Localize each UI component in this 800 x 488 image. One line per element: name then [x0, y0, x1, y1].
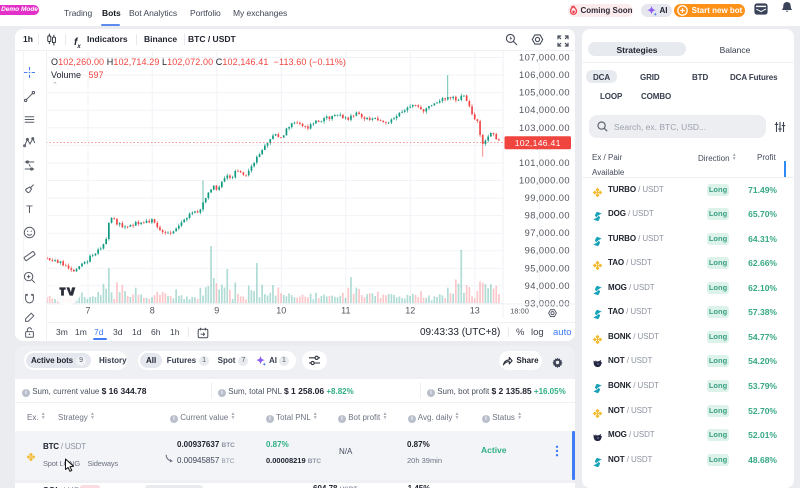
- svg-text:103,000.00: 103,000.00: [519, 123, 570, 133]
- svg-text:100,000.00: 100,000.00: [519, 176, 570, 186]
- svg-text:18:00: 18:00: [510, 307, 529, 316]
- svg-text:13: 13: [470, 306, 480, 316]
- svg-text:97,000.00: 97,000.00: [525, 228, 570, 238]
- svg-text:8: 8: [150, 306, 155, 316]
- svg-text:101,000.00: 101,000.00: [519, 158, 570, 168]
- svg-text:98,000.00: 98,000.00: [525, 211, 570, 221]
- svg-text:93,000.00: 93,000.00: [525, 298, 570, 308]
- svg-text:105,000.00: 105,000.00: [519, 88, 570, 98]
- svg-text:96,000.00: 96,000.00: [525, 246, 570, 256]
- svg-text:107,000.00: 107,000.00: [519, 53, 570, 63]
- svg-text:104,000.00: 104,000.00: [519, 105, 570, 115]
- svg-text:99,000.00: 99,000.00: [525, 193, 570, 203]
- svg-text:12: 12: [405, 306, 415, 316]
- svg-text:95,000.00: 95,000.00: [525, 263, 570, 273]
- svg-text:11: 11: [341, 306, 350, 316]
- svg-text:102,146.41: 102,146.41: [515, 138, 561, 148]
- svg-text:9: 9: [214, 306, 219, 316]
- svg-text:7: 7: [85, 306, 90, 316]
- svg-text:106,000.00: 106,000.00: [519, 70, 570, 80]
- svg-text:10: 10: [276, 306, 286, 316]
- svg-text:94,000.00: 94,000.00: [525, 281, 570, 291]
